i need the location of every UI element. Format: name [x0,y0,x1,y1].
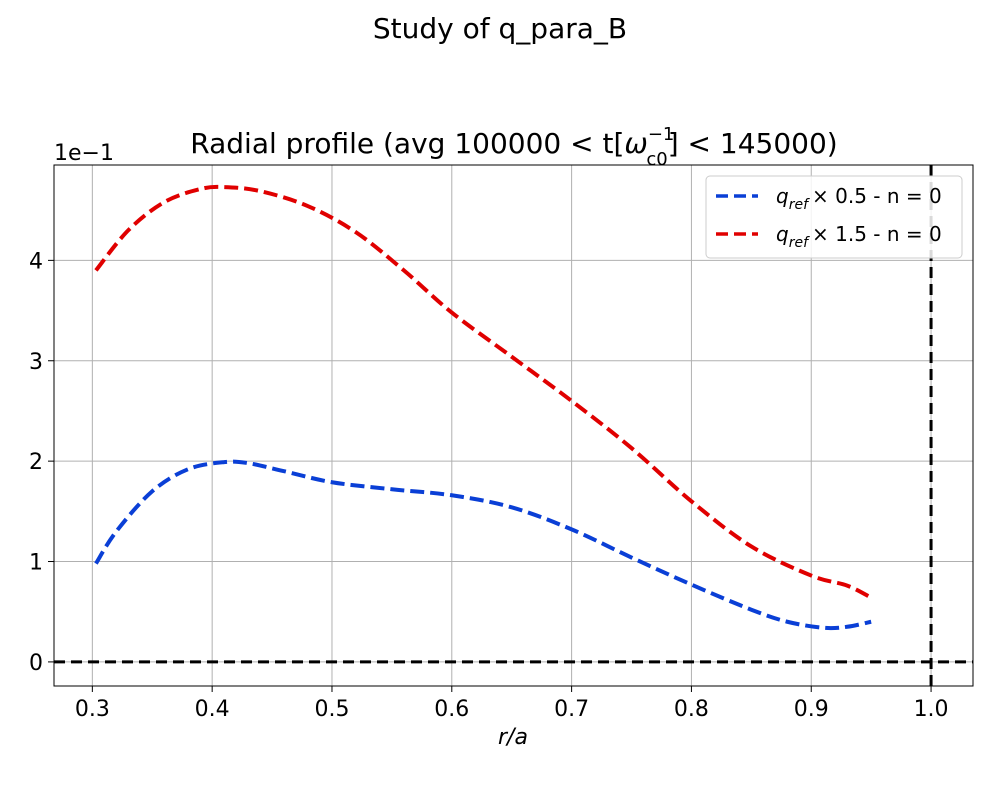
legend-label-0: qref × 0.5 - n = 0 [776,184,942,213]
chart-title-sup: −1 [648,124,675,145]
ticks: 0.3 0.4 0.5 0.6 0.7 0.8 0.9 1.0 0 1 2 3 4 [29,249,949,722]
y-tick-label-3: 3 [29,350,43,375]
chart-title-sub: c0 [646,149,667,170]
legend-label-1: qref × 1.5 - n = 0 [776,222,942,251]
legend: qref × 0.5 - n = 0 qref × 1.5 - n = 0 [705,175,963,259]
x-tick-label-1: 0.4 [195,697,230,722]
series-line-1 [94,184,873,600]
x-tick-label-6: 0.9 [794,697,829,722]
plot-area-frame [53,164,974,687]
legend-box [705,175,963,259]
x-tick-label-5: 0.8 [674,697,709,722]
y-tick-label-2: 2 [29,450,43,475]
y-tick-label-0: 0 [29,651,43,676]
chart-title-suffix: ] < 145000) [668,127,838,160]
chart-title: Radial profile (avg 100000 < t[ω−1 c0] < … [190,124,837,170]
series-line-0 [94,459,872,631]
x-tick-label-7: 1.0 [914,697,949,722]
series-layer [94,184,873,631]
x-tick-label-3: 0.6 [434,697,469,722]
x-tick-label-0: 0.3 [75,697,110,722]
x-tick-label-4: 0.7 [554,697,589,722]
chart-title-symbol: ω [624,127,647,160]
y-tick-label-1: 1 [29,551,43,576]
x-tick-label-2: 0.5 [314,697,349,722]
figure-suptitle: Study of q_para_B [373,12,627,45]
y-tick-label-4: 4 [29,249,43,274]
x-axis-label: r/a [498,725,528,750]
chart-title-prefix: Radial profile (avg 100000 < t[ [190,127,624,160]
y-offset-label: 1e−1 [54,141,114,166]
